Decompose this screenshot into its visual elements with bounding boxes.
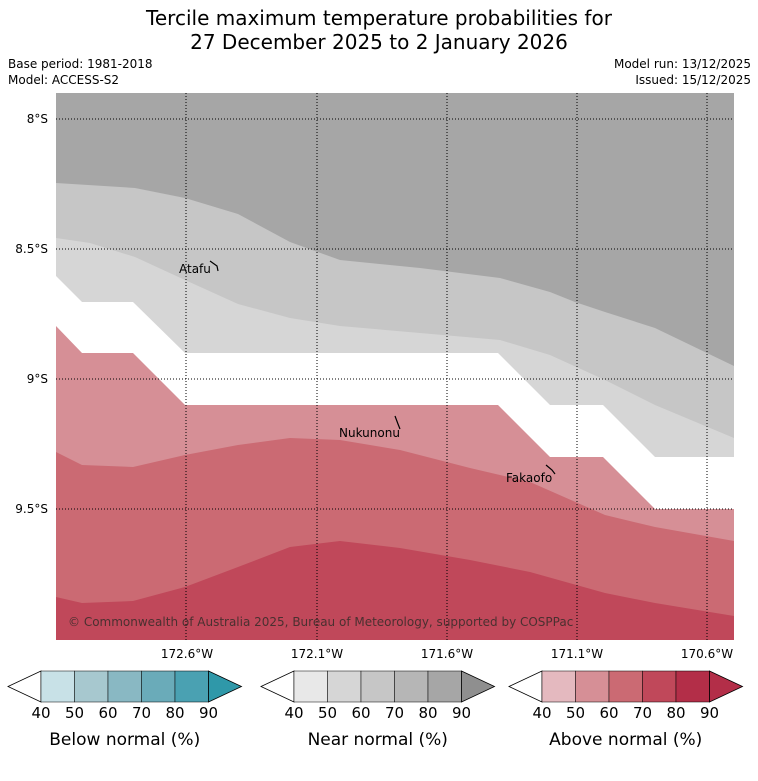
above-colorbar-cell (575, 670, 610, 703)
below-colorbar-cell (141, 670, 176, 703)
near-colorbar-max-extend (461, 670, 496, 703)
near-colorbar-cell (360, 670, 395, 703)
place-nukunonu: Nukunonu (339, 426, 400, 440)
model-run: Model run: 13/12/2025 (613, 57, 751, 71)
copyright-text: © Commonwealth of Australia 2025, Bureau… (68, 615, 573, 629)
below-colorbar-cell (74, 670, 109, 703)
place-fakaofo: Fakaofo (506, 471, 552, 485)
near-colorbar-tick: 50 (317, 704, 338, 722)
issued-date: Issued: 15/12/2025 (635, 73, 751, 87)
above-colorbar-tick: 90 (699, 704, 720, 722)
below-colorbar-tick: 60 (98, 704, 118, 722)
above-colorbar-tick: 70 (632, 704, 653, 722)
below-colorbar-min-extend (7, 670, 42, 703)
below-colorbar-cell (107, 670, 142, 703)
near-colorbar-cell (293, 670, 328, 703)
near-colorbar-tick: 60 (351, 704, 371, 722)
near-colorbar-cell (427, 670, 462, 703)
below-colorbar-label: Below normal (%) (49, 730, 201, 750)
nukunonu-marker (394, 415, 401, 430)
lon-label: 170.6°W (681, 647, 733, 661)
base-period: Base period: 1981-2018 (8, 57, 153, 71)
lon-label: 171.1°W (551, 647, 603, 661)
colorbars (7, 670, 744, 703)
near-colorbar-min-extend (260, 670, 295, 703)
model-name: Model: ACCESS-S2 (8, 73, 120, 87)
above-colorbar-min-extend (508, 670, 543, 703)
place-atafu: Atafu (179, 262, 211, 276)
near-colorbar-label: Near normal (%) (307, 730, 448, 750)
near-colorbar-tick: 90 (451, 704, 472, 722)
above-colorbar-max-extend (709, 670, 744, 703)
below-colorbar-tick: 90 (198, 704, 219, 722)
near-colorbar-tick: 40 (284, 704, 304, 722)
lat-label: 9°S (27, 372, 48, 386)
above-colorbar-label: Above normal (%) (549, 730, 703, 750)
below-colorbar-max-extend (208, 670, 243, 703)
above-colorbar-tick: 80 (666, 704, 686, 722)
near-colorbar-cell (394, 670, 429, 703)
title-line-1: Tercile maximum temperature probabilitie… (146, 6, 612, 30)
fakaofo-marker (545, 464, 556, 475)
lon-label: 171.6°W (421, 647, 473, 661)
above-colorbar-cell (675, 670, 710, 703)
below-colorbar-cell (174, 670, 209, 703)
above-colorbar-tick: 60 (599, 704, 619, 722)
below-colorbar-tick: 50 (64, 704, 85, 722)
lon-label: 172.1°W (291, 647, 343, 661)
near-colorbar-tick: 80 (418, 704, 438, 722)
near-colorbar-tick: 70 (384, 704, 405, 722)
near-colorbar-cell (327, 670, 362, 703)
above-colorbar-cell (541, 670, 576, 703)
above-normal-70-band (56, 541, 734, 640)
lat-label: 8.5°S (15, 242, 48, 256)
title-line-2: 27 December 2025 to 2 January 2026 (190, 30, 568, 54)
below-colorbar-tick: 70 (131, 704, 152, 722)
lat-label: 9.5°S (15, 502, 48, 516)
above-colorbar-tick: 40 (532, 704, 552, 722)
atafu-marker (209, 260, 219, 272)
above-colorbar-cell (608, 670, 643, 703)
lat-label: 8°S (27, 112, 48, 126)
above-colorbar-cell (642, 670, 677, 703)
below-colorbar-tick: 40 (31, 704, 51, 722)
above-colorbar-tick: 50 (565, 704, 586, 722)
below-colorbar-tick: 80 (165, 704, 185, 722)
lon-label: 172.6°W (161, 647, 213, 661)
below-colorbar-cell (40, 670, 75, 703)
gridlines (56, 93, 734, 640)
